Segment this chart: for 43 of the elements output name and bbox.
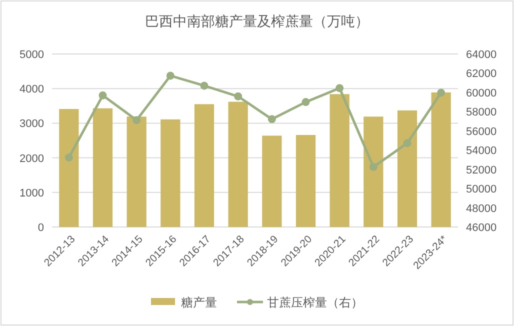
y2-tick-label: 58000 xyxy=(466,106,497,119)
y-tick-label: 2000 xyxy=(20,152,44,165)
point xyxy=(200,82,208,90)
bar xyxy=(330,94,350,227)
bar xyxy=(126,116,146,227)
point xyxy=(98,91,107,100)
point xyxy=(437,88,446,97)
y2-tick-label: 50000 xyxy=(466,184,497,196)
y-tick-label: 4000 xyxy=(20,84,44,96)
point xyxy=(268,115,276,124)
y2-tick-label: 64000 xyxy=(466,49,497,61)
y-tick-label: 3000 xyxy=(20,118,44,130)
bar xyxy=(160,119,180,227)
bar xyxy=(262,136,282,227)
legend-label: 糖产量 xyxy=(181,296,217,310)
bar xyxy=(92,108,113,227)
bar xyxy=(59,109,79,227)
y2-tick-label: 52000 xyxy=(466,164,497,176)
bar xyxy=(364,116,384,227)
bar xyxy=(194,104,214,227)
y2-tick-label: 56000 xyxy=(466,126,497,138)
point xyxy=(234,92,242,100)
point xyxy=(64,154,73,162)
point xyxy=(132,116,141,124)
point xyxy=(369,162,378,171)
point xyxy=(336,84,344,92)
point xyxy=(166,72,174,80)
y2-tick-label: 60000 xyxy=(466,87,497,100)
bar xyxy=(228,102,248,227)
point xyxy=(403,139,412,148)
y-tick-label: 1000 xyxy=(20,187,44,200)
bar xyxy=(397,110,418,227)
legend-label: 甘蔗压榨量（右） xyxy=(267,296,363,310)
y2-tick-label: 48000 xyxy=(466,202,497,215)
y2-tick-label: 54000 xyxy=(466,145,497,158)
bar xyxy=(296,134,316,227)
y2-tick-label: 46000 xyxy=(466,222,497,234)
bar xyxy=(431,92,451,227)
point xyxy=(302,98,310,106)
y-tick-label: 5000 xyxy=(20,49,44,61)
y-tick-label: 0 xyxy=(38,222,44,234)
y2-tick-label: 62000 xyxy=(466,68,497,80)
chart-title: 巴西中南部糖产量及榨蔗量（万吨） xyxy=(145,13,369,29)
